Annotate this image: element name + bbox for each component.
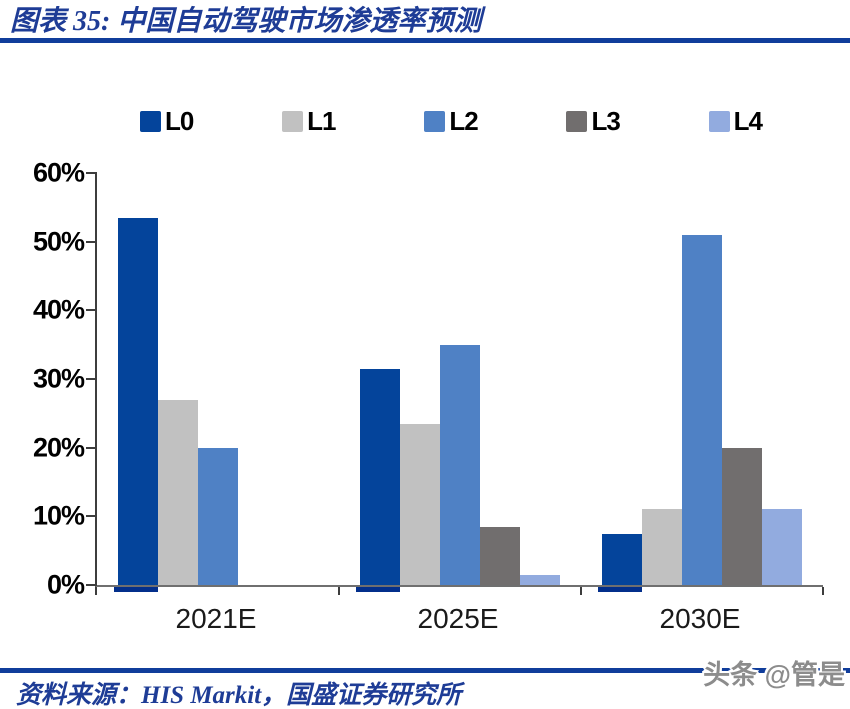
legend-color-swatch-l4 (708, 110, 730, 132)
y-axis-label-0: 0% (46, 569, 85, 600)
y-axis-tick (86, 446, 97, 449)
legend-color-swatch-l1 (282, 110, 304, 132)
bar-2021e-l1 (158, 399, 198, 585)
y-axis-labels: 0% 10% 20% 30% 40% 50% 60% (0, 158, 85, 600)
x-axis-tick (95, 587, 97, 595)
y-axis-label-60: 60% (32, 157, 85, 188)
x-axis-tick (580, 587, 582, 595)
bar-2025e-l1 (400, 423, 440, 585)
legend-color-swatch-l0 (140, 110, 161, 132)
source-divider (0, 668, 850, 673)
x-axis-label-2025e: 2025E (417, 603, 499, 634)
legend-item-l2: L2 (424, 105, 479, 137)
y-axis-tick (86, 584, 97, 586)
legend-color-swatch-l2 (424, 110, 446, 132)
y-axis-tick (86, 515, 97, 518)
watermark: 头条 @管是 (703, 660, 845, 690)
chart-legend: L0 L1 L2 L3 L4 (140, 105, 763, 137)
x-axis-tick (338, 587, 340, 595)
x-axis-tick (822, 587, 824, 595)
bar-2025e-l4 (520, 574, 560, 585)
y-axis-label-20: 20% (32, 432, 85, 463)
legend-label-l0: L0 (165, 105, 194, 136)
legend-item-l1: L1 (282, 105, 337, 137)
y-axis-tick (86, 240, 97, 243)
y-axis-label-10: 10% (32, 500, 85, 531)
y-axis-label-40: 40% (32, 294, 85, 325)
bar-shadow-strip (114, 587, 158, 592)
x-axis-label-2030e: 2030E (659, 603, 741, 634)
legend-color-swatch-l3 (566, 110, 588, 132)
y-axis-label-50: 50% (32, 226, 85, 257)
legend-item-l3: L3 (566, 105, 621, 137)
y-axis-tick (86, 309, 97, 312)
header-divider (0, 38, 850, 43)
y-axis-tick (86, 378, 97, 380)
figure-title: 图表 35: 中国自动驾驶市场渗透率预测 (10, 6, 482, 37)
bar-2025e-l0 (360, 368, 400, 585)
y-axis-tick (86, 172, 97, 174)
legend-label-l3: L3 (591, 105, 620, 136)
bar-shadow-strip (356, 587, 400, 592)
bar-2030e-l2 (682, 234, 722, 585)
bar-2030e-l3 (722, 447, 762, 585)
legend-item-l4: L4 (708, 105, 763, 137)
legend-label-l1: L1 (307, 105, 336, 136)
legend-item-l0: L0 (140, 105, 194, 137)
bar-2025e-l3 (480, 526, 520, 585)
bar-2030e-l0 (602, 533, 642, 585)
legend-label-l2: L2 (449, 105, 478, 136)
bar-shadow-strip (598, 587, 642, 592)
y-axis-label-30: 30% (32, 363, 85, 394)
penetration-chart: L0 L1 L2 L3 L4 0% 10% 20% 30% 40% 50% 60% 2021E 202… (0, 105, 824, 643)
bar-2021e-l0 (118, 217, 158, 585)
x-axis-labels: 2021E 2025E 2030E (95, 603, 821, 643)
x-axis-label-2021e: 2021E (175, 603, 257, 634)
bar-2030e-l4 (762, 509, 802, 585)
bar-2021e-l2 (198, 447, 238, 585)
source-note: 资料来源：HIS Markit，国盛证券研究所 (16, 682, 462, 709)
bar-2030e-l1 (642, 509, 682, 585)
bar-2025e-l2 (440, 344, 480, 585)
plot-area (86, 172, 824, 595)
legend-label-l4: L4 (733, 105, 763, 136)
